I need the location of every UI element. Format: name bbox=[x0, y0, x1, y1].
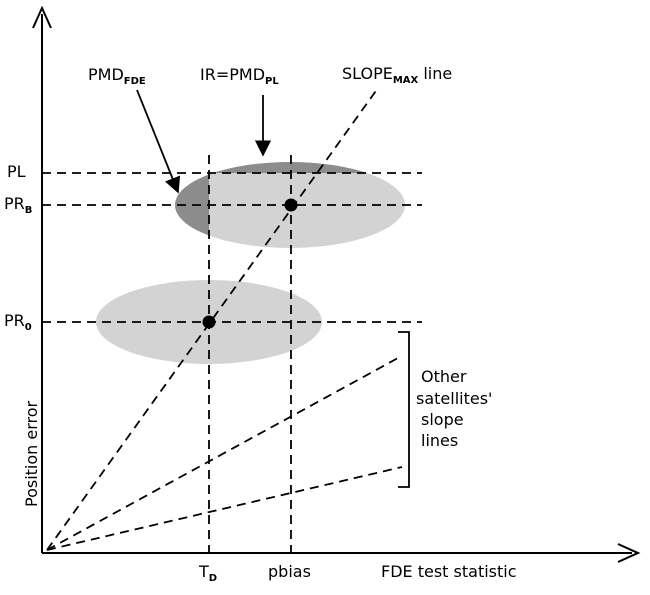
other-satellites-line-3: slope bbox=[421, 410, 464, 429]
pr-0-label: PR0 bbox=[4, 311, 32, 333]
slope-max-label-suffix: line bbox=[418, 64, 452, 83]
pmd-pl-region bbox=[175, 162, 405, 173]
pr-b-label-sub: B bbox=[25, 205, 33, 216]
pmd-fde-region bbox=[175, 162, 209, 248]
pr-b-label-main: PR bbox=[4, 194, 25, 213]
slope-max-label-sub: MAX bbox=[393, 75, 419, 86]
y-axis-label: Position error bbox=[22, 400, 41, 507]
ir-label-main: IR=PMD bbox=[200, 65, 265, 84]
t-d-label: TD bbox=[198, 562, 217, 584]
pmd-fde-label-main: PMD bbox=[88, 65, 124, 84]
slope-max-line bbox=[46, 87, 379, 551]
pr-0-point bbox=[202, 315, 216, 329]
pr-b-label: PRB bbox=[4, 194, 32, 216]
x-axis-label: FDE test statistic bbox=[381, 562, 517, 581]
ir-label-sub: PL bbox=[265, 76, 279, 87]
pr-0-label-sub: 0 bbox=[25, 322, 32, 333]
other-slope-line-1 bbox=[46, 357, 399, 551]
pbias-label: pbias bbox=[268, 562, 311, 581]
slope-max-label-main: SLOPE bbox=[342, 64, 393, 83]
t-d-label-main: T bbox=[198, 562, 209, 581]
y-axis bbox=[32, 5, 52, 553]
other-slope-line-2 bbox=[46, 466, 403, 551]
pr-b-point bbox=[284, 198, 298, 212]
upper-ellipse bbox=[175, 162, 405, 248]
pl-label: PL bbox=[7, 162, 26, 181]
other-satellites-label: Other satellites' slope lines bbox=[416, 367, 498, 450]
pmd-fde-label: PMDFDE bbox=[88, 65, 146, 87]
other-satellites-line-1: Other bbox=[421, 367, 467, 386]
pmd-fde-arrow bbox=[136, 89, 181, 194]
other-satellites-line-2: satellites' bbox=[416, 389, 492, 408]
pr-0-label-main: PR bbox=[4, 311, 25, 330]
ir-label: IR=PMDPL bbox=[200, 65, 279, 87]
other-satellites-bracket bbox=[398, 331, 410, 488]
x-axis bbox=[42, 543, 641, 563]
t-d-label-sub: D bbox=[209, 573, 217, 584]
pmd-fde-label-sub: FDE bbox=[124, 76, 146, 87]
other-satellites-line-4: lines bbox=[421, 431, 458, 450]
slope-max-label: SLOPEMAX line bbox=[342, 64, 452, 86]
